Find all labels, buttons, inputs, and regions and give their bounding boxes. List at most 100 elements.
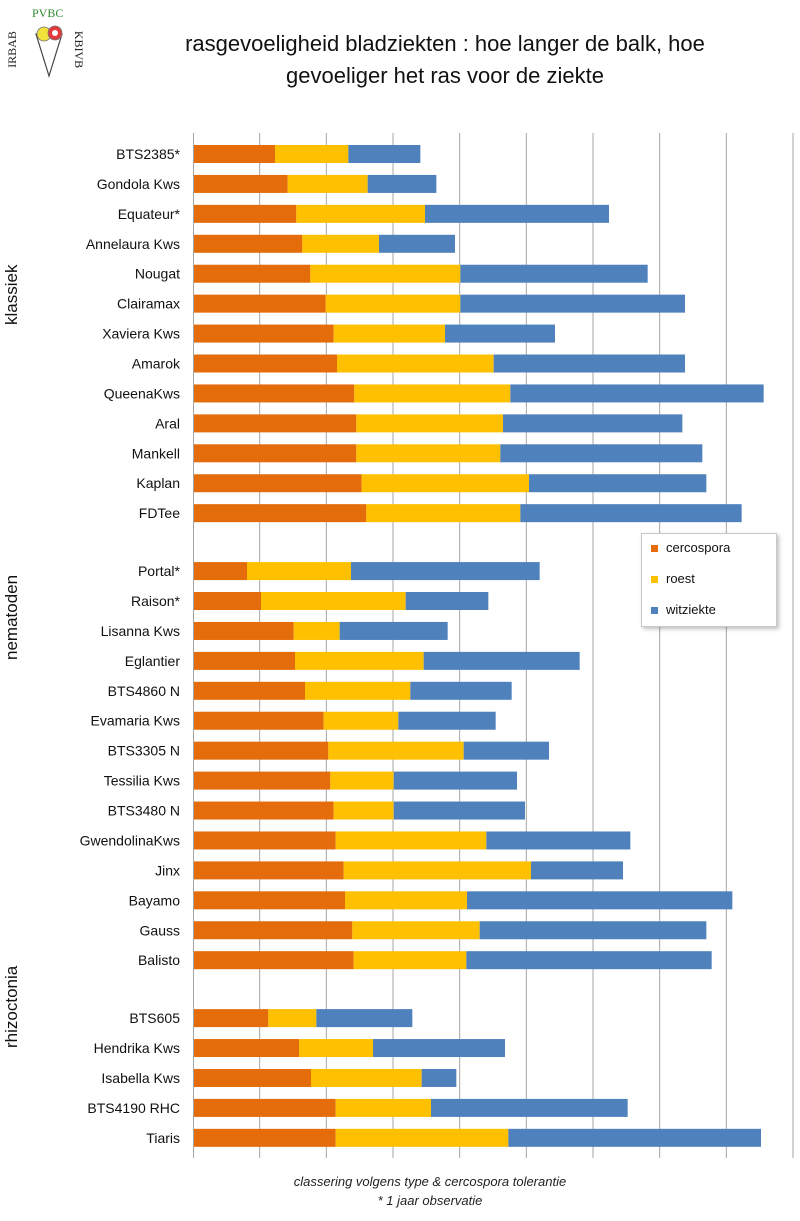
bar-cercospora-3 [193,234,303,253]
bar-roest-5 [325,294,461,313]
logo-text-right: KBIVB [72,30,87,69]
footnote-line-2: * 1 jaar observatie [377,1193,483,1208]
bar-witziekte-15 [339,621,448,640]
bar-cercospora-18 [193,711,324,730]
category-label-14: Raison* [131,593,181,609]
bar-cercospora-29 [193,1068,311,1087]
category-label-2: Equateur* [118,206,181,222]
bar-cercospora-17 [193,681,305,700]
category-label-20: Tessilia Kws [104,773,180,789]
bar-cercospora-8 [193,384,355,403]
legend-label-witziekte: witziekte [666,602,716,617]
bar-witziekte-27 [316,1009,413,1028]
group-label-rhizoctonia: rhizoctonia [2,965,21,1048]
legend-item-cercospora: cercospora [651,540,731,555]
legend-label-roest: roest [666,571,695,586]
bar-roest-12 [366,504,521,523]
category-label-12: FDTee [139,505,180,521]
category-label-9: Aral [155,415,180,431]
bar-roest-30 [335,1098,431,1117]
bar-witziekte-31 [508,1128,761,1147]
bar-cercospora-10 [193,444,357,463]
footnote-line-1: classering volgens type & cercospora tol… [293,1174,567,1189]
category-label-25: Gauss [140,922,180,938]
chart-title-line-2: gevoeliger het ras voor de ziekte [286,63,604,88]
category-label-26: Balisto [138,952,180,968]
bar-roest-20 [330,771,394,790]
bar-witziekte-17 [410,681,512,700]
legend-swatch-cercospora [651,545,658,552]
bar-witziekte-18 [398,711,496,730]
bar-witziekte-13 [351,562,540,581]
bar-cercospora-30 [193,1098,336,1117]
category-label-1: Gondola Kws [97,176,180,192]
bar-cercospora-5 [193,294,326,313]
bar-cercospora-1 [193,174,288,193]
bar-roest-11 [361,474,529,493]
bar-roest-7 [337,354,494,373]
bar-roest-19 [328,741,464,760]
category-label-4: Nougat [135,266,180,282]
bar-cercospora-31 [193,1128,336,1147]
bar-witziekte-11 [529,474,707,493]
bar-roest-16 [295,651,424,670]
category-label-31: Tiaris [146,1130,180,1146]
category-label-18: Evamaria Kws [91,713,180,729]
bar-cercospora-2 [193,204,297,223]
legend-swatch-roest [651,576,658,583]
bar-roest-14 [261,592,406,611]
bar-roest-4 [310,264,461,283]
bar-witziekte-20 [393,771,517,790]
bar-witziekte-0 [348,145,421,163]
category-label-3: Annelaura Kws [86,236,180,252]
bar-witziekte-28 [373,1039,505,1058]
bar-cercospora-13 [193,562,247,581]
category-label-30: BTS4190 RHC [87,1100,180,1116]
legend: cercospora roest witziekte [641,533,777,627]
bar-roest-1 [287,174,368,193]
category-label-16: Eglantier [125,653,181,669]
bar-roest-3 [302,234,379,253]
bar-witziekte-5 [460,294,685,313]
bar-cercospora-27 [193,1009,269,1028]
bar-witziekte-2 [425,204,609,223]
bar-witziekte-16 [423,651,580,670]
bar-roest-25 [352,921,480,940]
category-labels: BTS2385* Gondola Kws Equateur* Annelaura Kw… [80,146,181,1146]
bar-roest-0 [275,145,349,163]
bar-cercospora-28 [193,1039,299,1058]
bar-cercospora-19 [193,741,329,760]
category-label-6: Xaviera Kws [102,326,180,342]
category-label-28: Hendrika Kws [94,1040,180,1056]
bar-roest-21 [333,801,394,820]
bar-cercospora-23 [193,861,344,880]
bar-cercospora-16 [193,651,295,670]
bar-witziekte-25 [479,921,707,940]
bar-cercospora-25 [193,921,353,940]
bar-cercospora-20 [193,771,331,790]
logo-emblem [35,25,63,79]
bar-cercospora-26 [193,951,354,970]
bar-witziekte-21 [393,801,525,820]
category-label-5: Clairamax [117,296,180,312]
bar-witziekte-4 [460,264,648,283]
category-label-22: GwendolinaKws [80,832,180,848]
category-label-17: BTS4860 N [108,683,180,699]
bar-roest-23 [343,861,531,880]
category-label-13: Portal* [138,563,181,579]
bar-roest-6 [333,324,445,343]
bar-cercospora-4 [193,264,311,283]
legend-label-cercospora: cercospora [666,540,731,555]
bar-roest-29 [311,1068,422,1087]
category-label-7: Amarok [132,356,181,372]
bar-roest-27 [268,1009,317,1028]
bar-roest-9 [356,414,503,433]
bar-roest-15 [293,621,340,640]
bar-cercospora-15 [193,621,294,640]
gridlines [259,133,794,1158]
legend-swatch-witziekte [651,607,658,614]
bar-witziekte-1 [367,174,437,193]
bar-cercospora-9 [193,414,357,433]
bar-witziekte-8 [510,384,764,403]
bar-roest-18 [323,711,399,730]
